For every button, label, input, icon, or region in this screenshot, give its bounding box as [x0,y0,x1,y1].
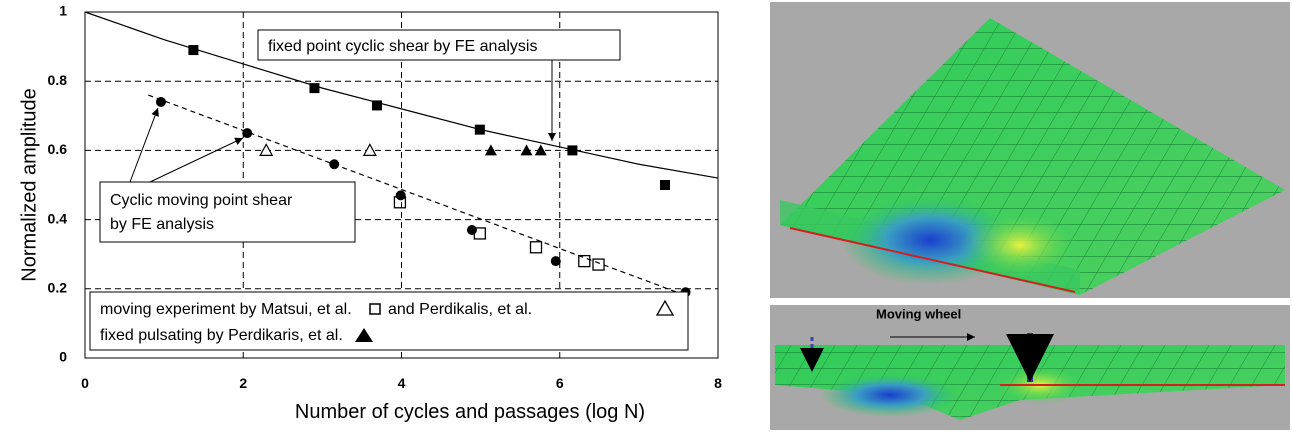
x-axis-label: Number of cycles and passages (log N) [295,401,645,423]
legend-symbol [370,304,380,314]
arrow [130,108,158,182]
annotation: Cyclic moving point shear [110,192,293,209]
y-tick-label: 0.2 [48,280,68,296]
data-point [660,180,670,190]
x-tick-label: 4 [398,375,406,391]
y-tick-label: 0 [59,349,67,365]
fe-image-3d [770,2,1290,298]
y-tick-label: 0.4 [48,210,68,226]
x-tick-label: 2 [239,375,247,391]
data-point [579,256,590,267]
y-axis-label: Normalized amplitude [18,88,40,281]
annotation: by FE analysis [110,216,214,233]
annotation: fixed pulsating by Perdikaris, et al. [100,327,343,344]
x-tick-label: 6 [556,375,564,391]
fe-image-side: Moving wheel [770,305,1290,430]
x-tick-label: 0 [81,375,89,391]
y-tick-label: 1 [59,3,67,19]
figure-label: Moving wheel [876,306,961,321]
data-point [467,225,477,235]
data-point [551,256,561,266]
arrow [150,138,243,182]
data-point [531,242,542,253]
data-point [593,259,604,270]
annotation: moving experiment by Matsui, et al. [100,301,352,318]
y-tick-label: 0.8 [48,72,68,88]
figure: Normalized amplitude Number of cycles an… [0,0,1292,434]
annotation-box [100,182,355,242]
y-tick-label: 0.6 [48,141,68,157]
x-tick-label: 8 [714,375,722,391]
data-point [396,190,406,200]
annotation: fixed point cyclic shear by FE analysis [268,38,537,55]
annotation: and Perdikalis, et al. [388,301,532,318]
